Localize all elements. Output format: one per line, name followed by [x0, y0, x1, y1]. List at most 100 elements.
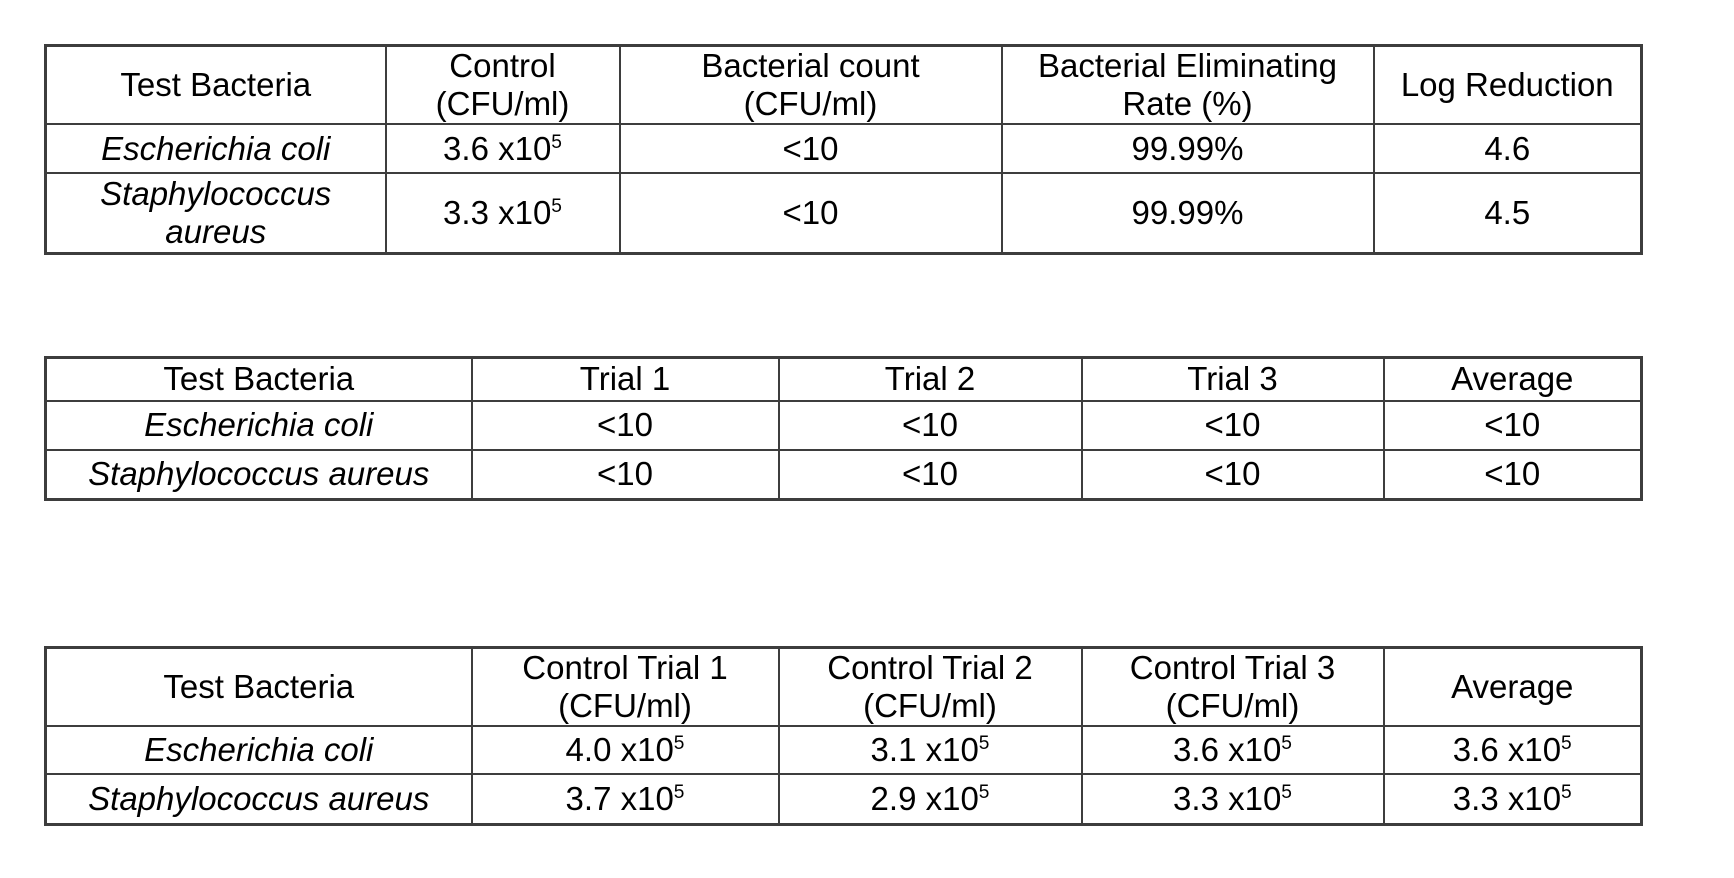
value-cell: 3.1 x105	[777, 725, 1083, 775]
header-sublabel: (CFU/ml)	[435, 85, 570, 122]
cell-value: <10	[597, 455, 653, 493]
value-cell: 3.7 x105	[470, 773, 780, 825]
header-label: Control	[449, 47, 556, 84]
bacteria-name: Staphylococcus aureus	[100, 174, 332, 250]
exponent: 5	[551, 195, 562, 217]
table-row: Staphylococcus aureus 3.3 x105 <10 99.99…	[44, 172, 1643, 254]
bacteria-name-cell: Staphylococcus aureus	[44, 773, 473, 825]
cell-value: 3.3 x10	[1173, 779, 1282, 817]
bacteria-name-cell: Escherichia coli	[44, 725, 473, 775]
cell-value: 4.5	[1484, 193, 1531, 231]
value-cell: 3.3 x105	[384, 172, 621, 254]
bacteria-name-cell: Staphylococcus aureus	[44, 448, 473, 501]
header-label: Average	[1451, 668, 1574, 705]
header-label: Test Bacteria	[163, 668, 355, 705]
cell-value: <10	[1204, 406, 1261, 443]
cell-value: <10	[902, 455, 958, 493]
header-cell-trial-3: Trial 3	[1080, 356, 1385, 402]
value-cell: 3.6 x105	[1080, 725, 1385, 775]
header-cell-eliminating-rate: Bacterial Eliminating Rate (%)	[1000, 44, 1375, 125]
header-cell-bacterial-count: Bacterial count (CFU/ml)	[618, 44, 1003, 125]
value-cell: 3.3 x105	[1080, 773, 1385, 825]
exponent: 5	[1561, 733, 1572, 754]
control-trial-counts-table: Test Bacteria Control Trial 1 (CFU/ml) C…	[44, 646, 1643, 826]
header-label: Bacterial Eliminating	[1038, 47, 1337, 84]
value-cell: 4.0 x105	[470, 725, 780, 775]
value-cell: 3.3 x105	[1382, 773, 1643, 825]
cell-value: 99.99%	[1131, 193, 1244, 231]
exponent: 5	[978, 733, 990, 754]
bacteria-name: Escherichia coli	[144, 406, 374, 443]
bacteria-name: Staphylococcus aureus	[88, 455, 430, 493]
exponent: 5	[673, 733, 685, 754]
value-cell: 99.99%	[1000, 172, 1375, 254]
header-cell-test-bacteria: Test Bacteria	[44, 646, 473, 727]
cell-value: 3.7 x10	[565, 779, 674, 817]
cell-value: <10	[782, 129, 839, 167]
header-cell-control-trial-1: Control Trial 1 (CFU/ml)	[470, 646, 780, 727]
cell-value: <10	[1204, 455, 1261, 493]
header-cell-test-bacteria: Test Bacteria	[44, 356, 473, 402]
header-cell-log-reduction: Log Reduction	[1372, 44, 1643, 125]
header-label: Test Bacteria	[120, 66, 312, 103]
header-row: Test Bacteria Control Trial 1 (CFU/ml) C…	[44, 646, 1643, 727]
value-cell: <10	[618, 123, 1003, 174]
cell-value: 2.9 x10	[870, 779, 979, 817]
value-cell: <10	[777, 448, 1083, 501]
header-cell-control-trial-3: Control Trial 3 (CFU/ml)	[1080, 646, 1385, 727]
header-row: Test Bacteria Control (CFU/ml) Bacterial…	[44, 44, 1643, 125]
cell-value: 3.1 x10	[870, 731, 979, 768]
value-cell: <10	[1080, 399, 1385, 451]
table-row: Escherichia coli 4.0 x105 3.1 x105 3.6 x…	[44, 725, 1643, 775]
cell-value: <10	[902, 406, 958, 443]
exponent: 5	[1281, 733, 1292, 754]
value-cell: <10	[470, 448, 780, 501]
value-cell: <10	[618, 172, 1003, 254]
header-label: Control Trial 1	[522, 649, 728, 686]
header-cell-test-bacteria: Test Bacteria	[44, 44, 387, 125]
table-row: Escherichia coli <10 <10 <10 <10	[44, 399, 1643, 451]
header-label: Trial 1	[579, 360, 671, 398]
cell-value: 3.3 x10	[443, 193, 552, 231]
header-cell-control-trial-2: Control Trial 2 (CFU/ml)	[777, 646, 1083, 727]
header-label: Test Bacteria	[163, 360, 355, 398]
cell-value: 3.6 x10	[1452, 731, 1562, 768]
header-sublabel: Rate (%)	[1122, 85, 1253, 122]
value-cell: <10	[1382, 399, 1643, 451]
bacteria-name: Escherichia coli	[144, 731, 374, 768]
trial-counts-table: Test Bacteria Trial 1 Trial 2 Trial 3 Av…	[44, 356, 1643, 501]
header-label: Trial 3	[1187, 360, 1278, 398]
exponent: 5	[1281, 781, 1292, 803]
value-cell: <10	[470, 399, 780, 451]
exponent: 5	[978, 781, 990, 803]
bacteria-name-cell: Escherichia coli	[44, 123, 387, 174]
header-sublabel: (CFU/ml)	[558, 687, 692, 724]
table-row: Staphylococcus aureus <10 <10 <10 <10	[44, 448, 1643, 501]
value-cell: 3.6 x105	[384, 123, 621, 174]
header-label: Average	[1451, 360, 1574, 398]
header-cell-average: Average	[1382, 646, 1643, 727]
bacteria-name: Staphylococcus aureus	[88, 779, 430, 817]
cell-value: 3.3 x10	[1452, 779, 1562, 817]
header-label: Trial 2	[884, 360, 976, 398]
exponent: 5	[551, 131, 562, 153]
table-row: Staphylococcus aureus 3.7 x105 2.9 x105 …	[44, 773, 1643, 825]
value-cell: 3.6 x105	[1382, 725, 1643, 775]
value-cell: 99.99%	[1000, 123, 1375, 174]
exponent: 5	[673, 781, 685, 803]
cell-value: 3.6 x10	[1173, 731, 1282, 768]
table-row: Escherichia coli 3.6 x105 <10 99.99% 4.6	[44, 123, 1643, 174]
value-cell: 2.9 x105	[777, 773, 1083, 825]
value-cell: <10	[1080, 448, 1385, 501]
disinfection-results-table: Test Bacteria Control (CFU/ml) Bacterial…	[44, 44, 1643, 255]
header-label: Control Trial 2	[827, 649, 1033, 686]
header-sublabel: (CFU/ml)	[743, 85, 878, 122]
cell-value: 4.6	[1484, 129, 1531, 167]
header-sublabel: (CFU/ml)	[863, 687, 997, 724]
header-sublabel: (CFU/ml)	[1165, 687, 1300, 724]
bacteria-name-cell: Staphylococcus aureus	[44, 172, 387, 254]
header-cell-average: Average	[1382, 356, 1643, 402]
cell-value: 99.99%	[1131, 129, 1244, 167]
cell-value: <10	[782, 193, 839, 231]
